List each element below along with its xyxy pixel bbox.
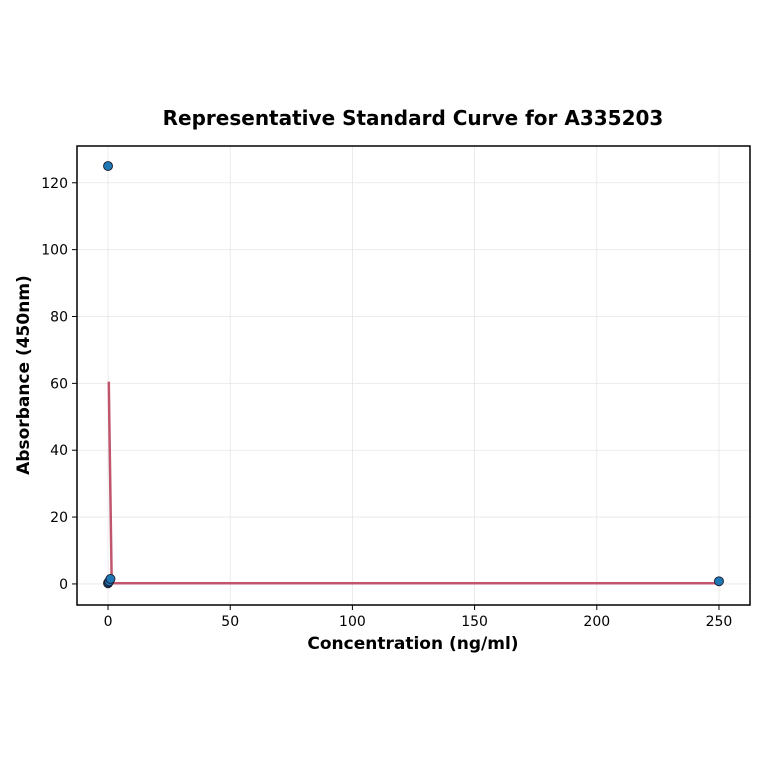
grid-lines bbox=[77, 146, 750, 605]
y-tick-label: 40 bbox=[50, 443, 68, 459]
plot-series bbox=[103, 161, 724, 589]
x-axis-label: Concentration (ng/ml) bbox=[307, 634, 518, 654]
y-tick-label: 0 bbox=[59, 577, 68, 593]
x-tick-label: 50 bbox=[221, 614, 239, 630]
y-axis-ticks: 0 20 40 60 80 100 120 bbox=[41, 176, 77, 593]
data-point bbox=[105, 573, 116, 584]
x-tick-label: 250 bbox=[706, 614, 733, 630]
x-tick-label: 200 bbox=[583, 614, 610, 630]
y-tick-label: 120 bbox=[41, 176, 68, 192]
y-tick-label: 60 bbox=[50, 376, 68, 392]
y-tick-label: 80 bbox=[50, 309, 68, 325]
x-axis-ticks: 0 50 100 150 200 250 bbox=[104, 605, 733, 630]
x-tick-label: 150 bbox=[461, 614, 488, 630]
fitted-curve-line bbox=[107, 381, 719, 585]
x-tick-label: 100 bbox=[339, 614, 366, 630]
y-tick-label: 20 bbox=[50, 510, 68, 526]
y-tick-label: 100 bbox=[41, 243, 68, 259]
y-axis-label: Absorbance (450nm) bbox=[14, 275, 34, 475]
chart-title: Representative Standard Curve for A33520… bbox=[163, 106, 664, 130]
data-point bbox=[714, 576, 724, 587]
x-tick-label: 0 bbox=[104, 614, 113, 630]
data-point bbox=[103, 161, 113, 172]
plot-frame bbox=[76, 145, 751, 606]
